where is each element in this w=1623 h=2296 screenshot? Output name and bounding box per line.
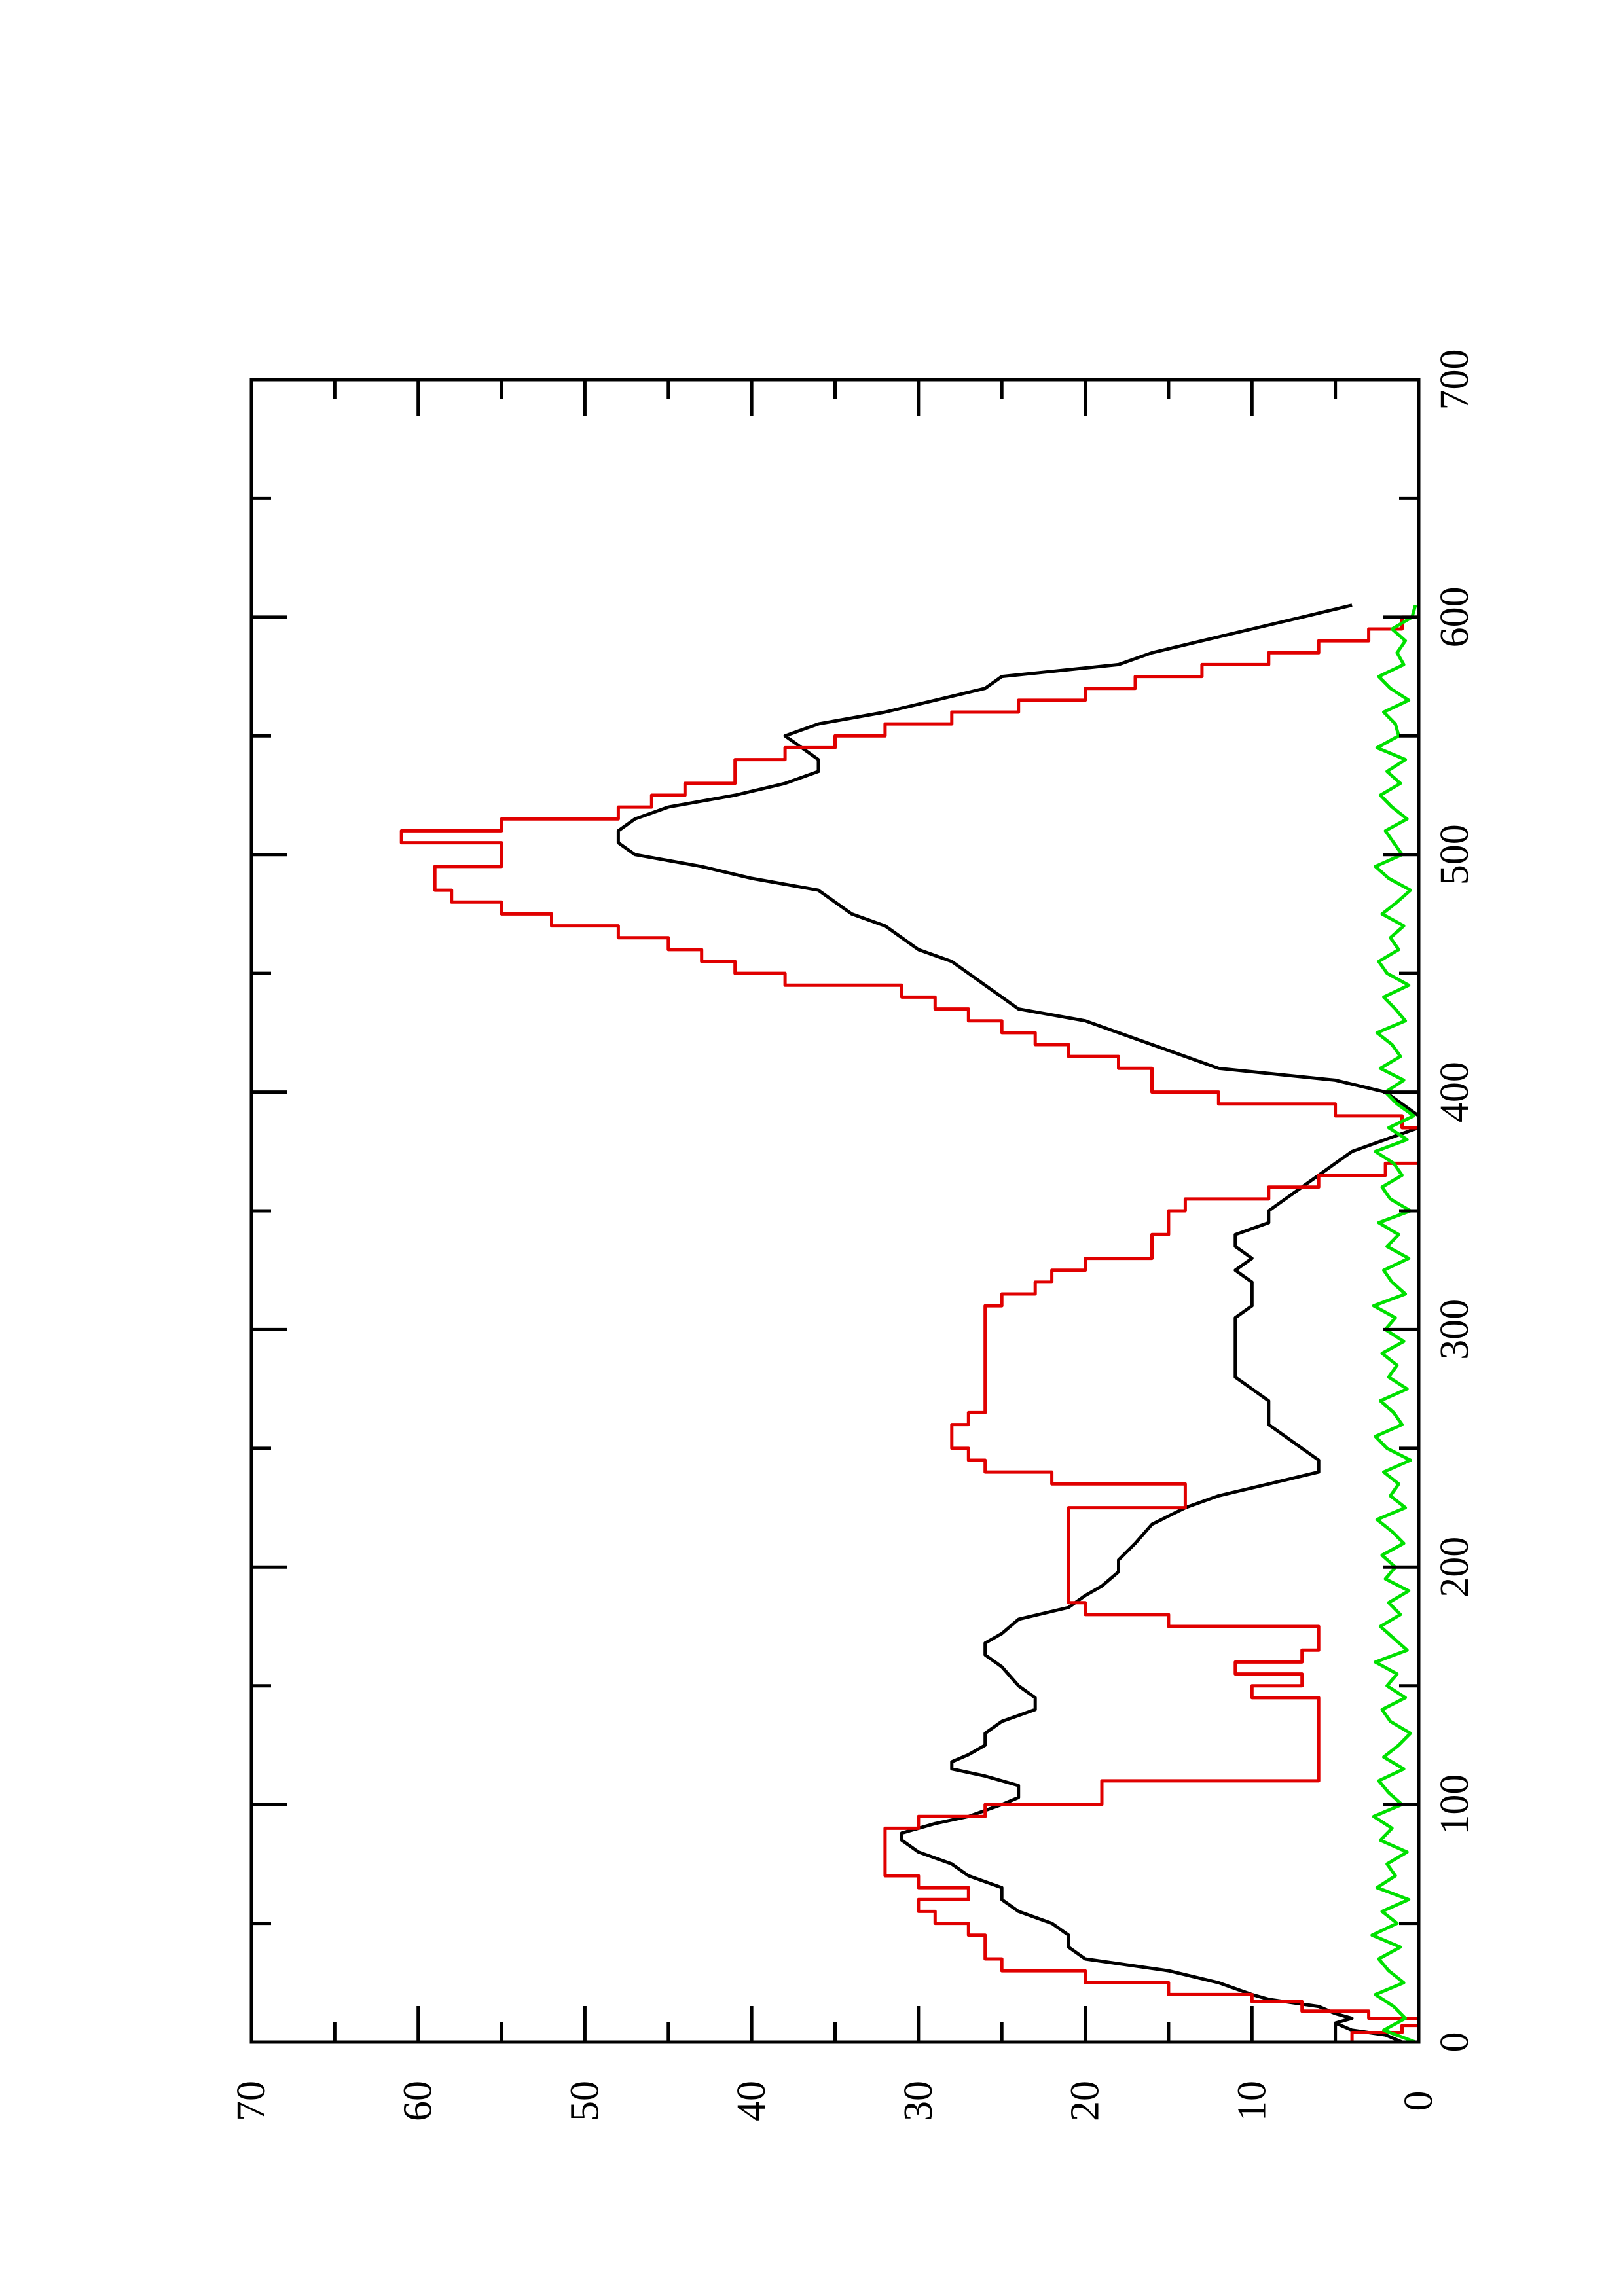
- ticks-layer: [249, 378, 1421, 2044]
- series-line-3: [1370, 605, 1417, 2044]
- x-tick-label: 500: [1432, 824, 1477, 885]
- y-tick-label: 50: [562, 2081, 607, 2121]
- series-line-1: [616, 603, 1421, 2044]
- series-line-2: [399, 605, 1421, 2044]
- y-tick-label: 60: [396, 2081, 441, 2121]
- tick-labels-layer: 0 100 200 300 400 500 600 700 0 10 20 30 40 50 60 70: [229, 350, 1477, 2122]
- x-tick-label: 200: [1432, 1537, 1477, 1598]
- y-tick-label: 40: [729, 2081, 774, 2121]
- x-tick-label: 300: [1432, 1299, 1477, 1360]
- y-tick-label: 20: [1063, 2081, 1108, 2121]
- y-tick-label: 10: [1230, 2081, 1274, 2121]
- x-tick-label: 600: [1432, 586, 1477, 647]
- x-tick-label: 0: [1432, 2032, 1477, 2053]
- plot-frame: [249, 378, 1421, 2044]
- x-tick-label: 100: [1432, 1774, 1477, 1835]
- y-tick-label: 0: [1396, 2091, 1441, 2111]
- x-tick-label: 700: [1432, 350, 1477, 410]
- y-tick-label: 70: [229, 2081, 274, 2121]
- y-tick-label: 30: [896, 2081, 941, 2121]
- series-layer: [399, 603, 1421, 2044]
- x-tick-label: 400: [1432, 1062, 1477, 1122]
